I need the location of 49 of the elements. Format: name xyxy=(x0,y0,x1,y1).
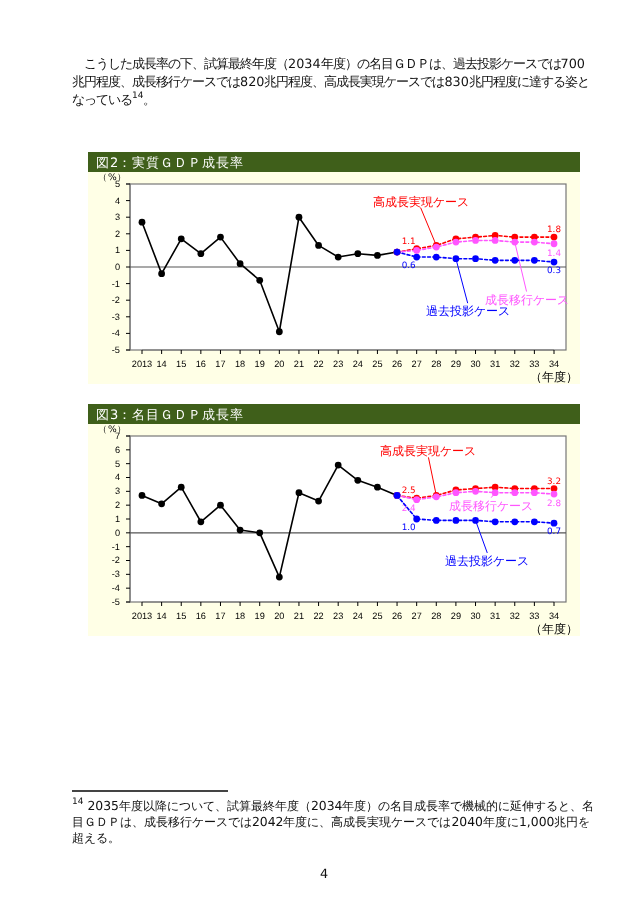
point xyxy=(432,253,440,261)
point xyxy=(138,492,146,499)
point xyxy=(334,253,342,261)
point xyxy=(530,518,538,526)
point xyxy=(491,237,499,244)
point xyxy=(491,518,499,526)
point xyxy=(236,260,244,268)
point xyxy=(158,270,166,278)
point xyxy=(530,256,538,264)
point xyxy=(295,213,303,221)
point xyxy=(217,233,224,241)
point xyxy=(413,253,421,261)
point xyxy=(197,250,205,258)
point xyxy=(354,250,362,258)
point xyxy=(236,526,244,534)
point xyxy=(315,242,322,249)
point xyxy=(315,497,322,505)
point xyxy=(491,256,499,264)
point xyxy=(550,490,558,498)
point xyxy=(550,485,558,492)
point xyxy=(197,518,205,526)
point xyxy=(550,519,558,527)
point xyxy=(550,233,558,241)
point xyxy=(550,240,558,248)
point xyxy=(177,235,185,243)
point xyxy=(275,573,283,581)
point xyxy=(511,256,519,264)
point xyxy=(256,276,264,284)
point xyxy=(452,517,460,524)
point xyxy=(550,258,558,266)
point xyxy=(472,255,479,263)
point xyxy=(275,328,283,336)
point xyxy=(354,476,362,484)
point xyxy=(334,461,342,469)
point xyxy=(138,218,146,226)
point xyxy=(472,517,479,524)
point xyxy=(295,489,303,497)
point xyxy=(413,515,421,523)
point xyxy=(177,483,185,491)
point xyxy=(374,252,381,259)
point xyxy=(530,238,538,246)
point xyxy=(217,501,224,509)
point xyxy=(432,517,440,524)
point xyxy=(511,489,519,497)
point xyxy=(158,500,166,508)
point xyxy=(256,529,264,537)
point xyxy=(374,483,381,491)
point xyxy=(511,518,519,526)
point xyxy=(530,489,538,497)
